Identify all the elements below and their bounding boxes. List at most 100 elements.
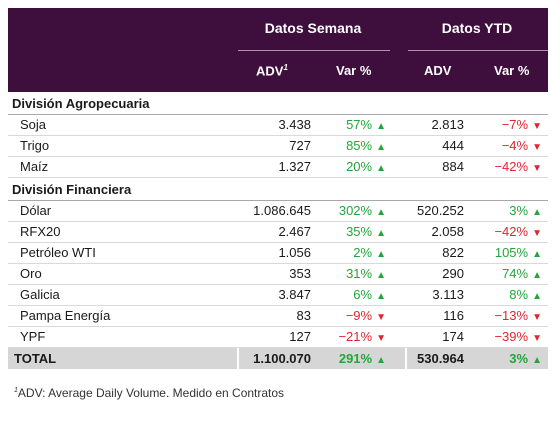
var-ytd: −4% ▼ — [502, 136, 542, 158]
var-week-value: −9% — [345, 308, 373, 323]
adv-ytd-value: 520.252 — [417, 203, 464, 218]
var-week-value: 2% — [353, 245, 373, 260]
var-week: 20% ▲ — [346, 157, 386, 179]
row-label: Petróleo WTI — [20, 245, 96, 260]
col-header-var-ytd: Var % — [494, 63, 530, 78]
column-separator — [237, 136, 239, 156]
column-separator — [237, 115, 239, 135]
triangle-up-icon: ▲ — [376, 121, 386, 132]
footnote: 1ADV: Average Daily Volume. Medido en Co… — [14, 386, 285, 400]
column-separator — [237, 285, 239, 305]
adv-ytd-value: 822 — [442, 245, 464, 260]
total-row: TOTAL 1.100.070 291% ▲ 530.964 3% ▲ — [8, 348, 548, 369]
var-ytd-value: 105% — [494, 245, 529, 260]
var-ytd: 105% ▲ — [495, 243, 542, 265]
triangle-up-icon: ▲ — [532, 270, 542, 281]
table-row: YPF 127 −21% ▼ 174 −39% ▼ — [8, 327, 548, 348]
var-ytd-value: 3% — [509, 351, 529, 366]
triangle-down-icon: ▼ — [532, 228, 542, 239]
row-label: Maíz — [20, 159, 49, 174]
column-separator — [405, 201, 407, 221]
row-label: YPF — [20, 329, 46, 344]
table-row: RFX20 2.467 35% ▲ 2.058 −42% ▼ — [8, 222, 548, 243]
adv-ytd-value: 530.964 — [417, 351, 464, 366]
var-week-value: −21% — [338, 329, 373, 344]
var-week-value: 302% — [338, 203, 373, 218]
row-label: Oro — [20, 266, 42, 281]
adv-ytd-value: 444 — [442, 138, 464, 153]
column-separator — [405, 348, 407, 369]
column-separator — [237, 157, 239, 177]
adv-ytd-value: 3.113 — [432, 287, 464, 302]
adv-week-value: 2.467 — [278, 224, 311, 239]
var-ytd-value: 3% — [509, 203, 529, 218]
var-week: 35% ▲ — [346, 222, 386, 244]
adv-week-value: 3.847 — [278, 287, 311, 302]
triangle-down-icon: ▼ — [376, 333, 386, 344]
adv-ytd-value: 290 — [442, 266, 464, 281]
column-separator — [237, 327, 239, 347]
column-separator — [405, 222, 407, 242]
volume-table: Datos Semana Datos YTD ADV1 Var % ADV Va… — [8, 8, 548, 369]
group-header-ytd: Datos YTD — [441, 20, 513, 36]
var-week: 302% ▲ — [339, 201, 386, 223]
table-row: Oro 353 31% ▲ 290 74% ▲ — [8, 264, 548, 285]
triangle-up-icon: ▲ — [376, 163, 386, 174]
var-week-value: 85% — [346, 138, 373, 153]
table-row: Maíz 1.327 20% ▲ 884 −42% ▼ — [8, 157, 548, 178]
col-header-var-week: Var % — [336, 63, 372, 78]
adv-week-value: 1.086.645 — [253, 203, 311, 218]
column-separator — [405, 157, 407, 177]
adv-week-value: 83 — [296, 308, 311, 323]
var-week: −9% ▼ — [346, 306, 386, 328]
triangle-down-icon: ▼ — [376, 312, 386, 323]
triangle-up-icon: ▲ — [376, 228, 386, 239]
var-ytd: −39% ▼ — [494, 327, 542, 349]
table-row: Dólar 1.086.645 302% ▲ 520.252 3% ▲ — [8, 201, 548, 222]
var-ytd-value: −39% — [494, 329, 529, 344]
table-header: Datos Semana Datos YTD ADV1 Var % ADV Va… — [8, 8, 548, 92]
var-week-value: 35% — [346, 224, 373, 239]
var-week-value: 6% — [353, 287, 373, 302]
adv-ytd-value: 2.813 — [431, 117, 464, 132]
var-ytd-value: −42% — [494, 224, 529, 239]
column-separator — [237, 243, 239, 263]
column-separator — [405, 264, 407, 284]
table-row: Soja 3.438 57% ▲ 2.813 −7% ▼ — [8, 115, 548, 136]
column-separator — [405, 115, 407, 135]
var-week-value: 20% — [346, 159, 373, 174]
triangle-down-icon: ▼ — [532, 121, 542, 132]
var-week-value: 57% — [346, 117, 373, 132]
adv-week-value: 127 — [289, 329, 311, 344]
var-week: 2% ▲ — [353, 243, 386, 265]
var-ytd: 8% ▲ — [509, 285, 542, 307]
row-label: Trigo — [20, 138, 50, 153]
adv-week-value: 727 — [289, 138, 311, 153]
triangle-up-icon: ▲ — [532, 355, 542, 366]
var-ytd: −7% ▼ — [502, 115, 542, 137]
triangle-up-icon: ▲ — [376, 270, 386, 281]
triangle-up-icon: ▲ — [532, 291, 542, 302]
table-row: Trigo 727 85% ▲ 444 −4% ▼ — [8, 136, 548, 157]
var-ytd-value: −7% — [501, 117, 529, 132]
col-header-adv-week: ADV1 — [256, 63, 288, 79]
adv-week-value: 1.327 — [278, 159, 311, 174]
adv-week-value: 1.056 — [278, 245, 311, 260]
var-ytd: −42% ▼ — [494, 222, 542, 244]
triangle-up-icon: ▲ — [376, 355, 386, 366]
row-label: Soja — [20, 117, 47, 132]
column-separator — [405, 306, 407, 326]
column-separator — [405, 327, 407, 347]
row-label: Galicia — [20, 287, 60, 302]
var-ytd: −42% ▼ — [494, 157, 542, 179]
var-ytd: 3% ▲ — [509, 201, 542, 223]
row-label: TOTAL — [14, 351, 57, 366]
row-label: Dólar — [20, 203, 52, 218]
column-separator — [237, 348, 239, 369]
adv-week-value: 3.438 — [278, 117, 311, 132]
triangle-down-icon: ▼ — [532, 312, 542, 323]
var-week: 85% ▲ — [346, 136, 386, 158]
column-separator — [237, 201, 239, 221]
triangle-down-icon: ▼ — [532, 163, 542, 174]
var-week: 6% ▲ — [353, 285, 386, 307]
